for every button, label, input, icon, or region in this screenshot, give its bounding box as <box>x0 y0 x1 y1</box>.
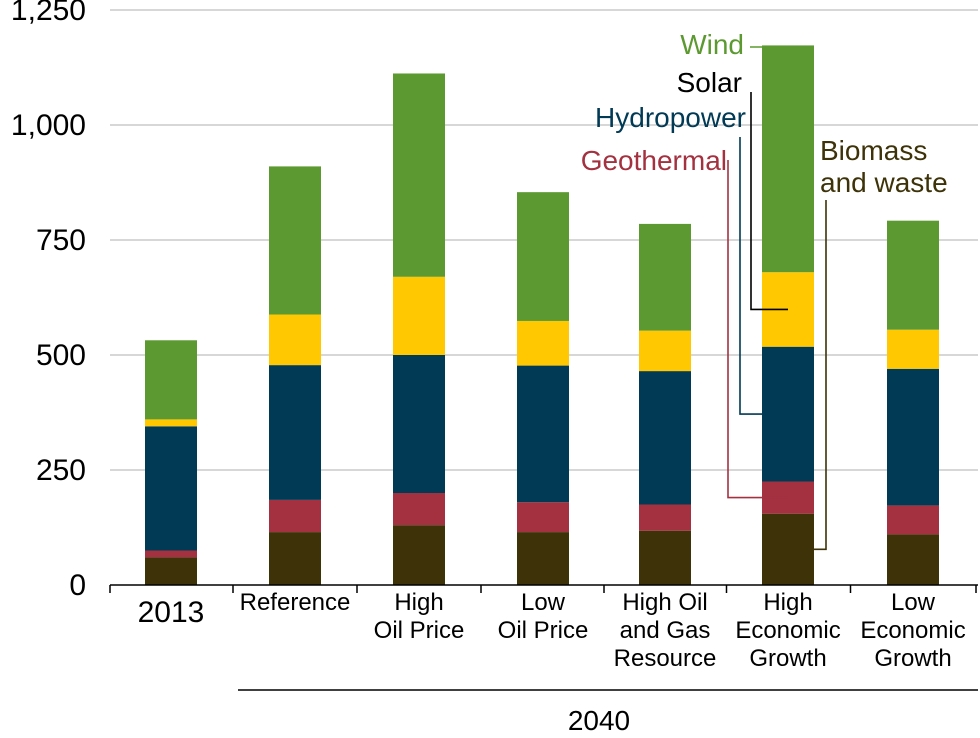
bar-segment-geothermal <box>145 550 197 558</box>
bars <box>145 45 939 585</box>
y-tick-label: 750 <box>36 224 86 257</box>
y-tick-label: 0 <box>69 569 86 602</box>
category-label: Low Oil Price <box>498 589 589 644</box>
bar-segment-wind <box>762 45 814 273</box>
bar-segment-geothermal <box>393 493 445 526</box>
y-axis-ticks: 0 250 500 750 1,000 1,250 <box>11 0 86 602</box>
bar-segment-biomass-and-waste <box>762 513 814 585</box>
bar-segment-hydropower <box>145 426 197 551</box>
series-labels: Biomass and waste Geothermal Hydropower Sola… <box>581 29 948 198</box>
leader-line-hydropower <box>739 137 788 415</box>
series-label-biomass-and-waste: Biomass and waste <box>820 135 948 198</box>
bar-segment-wind <box>393 73 445 277</box>
category-label: 2013 <box>138 596 205 629</box>
leader-line-biomass-and-waste <box>814 200 827 551</box>
bar-segment-geothermal <box>269 499 321 533</box>
series-label-geothermal: Geothermal <box>581 145 727 176</box>
series-label-leaders <box>727 46 827 551</box>
category-label: High Economic Growth <box>735 589 840 672</box>
bar-segment-biomass-and-waste <box>517 532 569 585</box>
y-tick-label: 250 <box>36 454 86 487</box>
bar-segment-biomass-and-waste <box>639 530 691 585</box>
bar-segment-solar <box>393 276 445 355</box>
x-axis <box>109 584 978 593</box>
category-label: Low Economic Growth <box>860 589 965 672</box>
series-label-wind: Wind <box>680 29 744 60</box>
bar-segment-hydropower <box>393 355 445 493</box>
bar-segment-hydropower <box>517 365 569 503</box>
bar-segment-hydropower <box>639 371 691 505</box>
bar-segment-hydropower <box>887 368 939 506</box>
category-label: Reference <box>240 589 351 616</box>
bar-segment-biomass-and-waste <box>269 532 321 585</box>
bar-segment-wind <box>639 223 691 331</box>
bar-segment-wind <box>269 166 321 315</box>
bar-segment-wind <box>517 192 569 321</box>
leader-line-geothermal <box>727 160 788 499</box>
bar-segment-biomass-and-waste <box>887 534 939 585</box>
y-tick-label: 500 <box>36 339 86 372</box>
bar-segment-solar <box>517 320 569 366</box>
category-labels: 2013 Reference High Oil Price Low Oil Price Hi… <box>138 589 966 672</box>
bar-segment-geothermal <box>887 505 939 535</box>
bar-segment-solar <box>145 419 197 427</box>
bar-segment-solar <box>269 314 321 366</box>
bar-segment-solar <box>887 329 939 369</box>
bar-segment-geothermal <box>639 504 691 531</box>
bar-segment-wind <box>145 340 197 420</box>
bar-segment-biomass-and-waste <box>145 557 197 585</box>
bar-segment-hydropower <box>269 365 321 500</box>
y-tick-label: 1,250 <box>11 0 86 27</box>
bar-segment-geothermal <box>517 502 569 533</box>
leader-line-solar <box>750 92 788 311</box>
bar-segment-solar <box>639 330 691 372</box>
bar-segment-biomass-and-waste <box>393 525 445 585</box>
category-label: High Oil and Gas Resource <box>614 589 717 672</box>
bar-segment-wind <box>887 220 939 330</box>
group-label-2040: 2040 <box>568 705 630 736</box>
category-label: High Oil Price <box>374 589 465 644</box>
y-tick-label: 1,000 <box>11 109 86 142</box>
series-label-solar: Solar <box>677 67 742 98</box>
series-label-hydropower: Hydropower <box>595 102 746 133</box>
